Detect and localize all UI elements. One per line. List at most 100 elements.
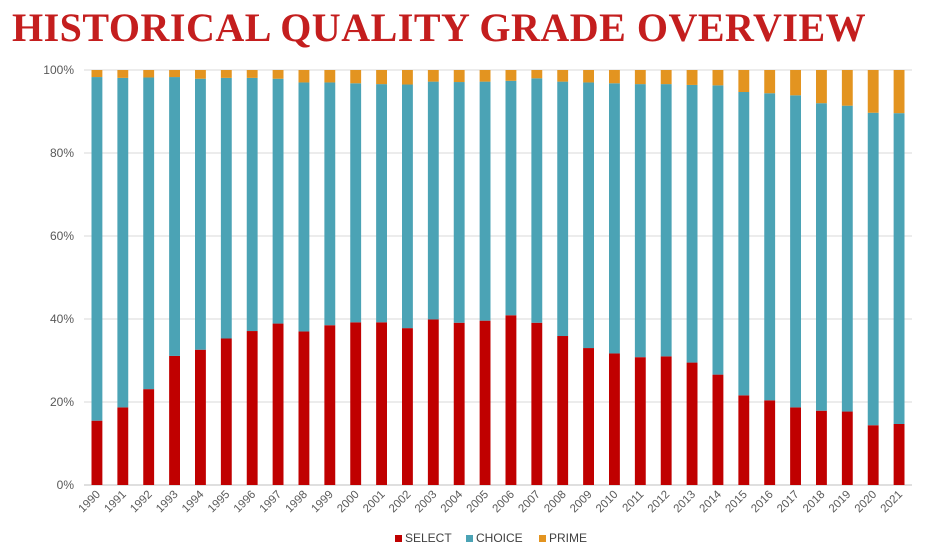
- x-tick-label: 2015: [723, 489, 750, 516]
- bar-select-1991: [117, 407, 129, 485]
- bar-prime-2014: [712, 70, 724, 86]
- bar-choice-2015: [738, 91, 750, 396]
- x-tick-label: 2013: [672, 489, 699, 516]
- bar-prime-1999: [324, 70, 336, 83]
- bar-prime-2021: [893, 70, 905, 114]
- y-axis: 0% 20% 40% 60% 80% 100%: [43, 63, 74, 492]
- bar-prime-1990: [91, 70, 103, 78]
- bar-choice-2005: [479, 81, 491, 321]
- bar-prime-2011: [634, 70, 646, 85]
- y-tick-label: 20%: [50, 395, 74, 409]
- bar-choice-2000: [350, 83, 362, 323]
- bar-choice-2013: [686, 84, 698, 363]
- bar-select-2013: [686, 362, 698, 485]
- legend-swatch-select: [395, 535, 402, 542]
- bar-choice-1993: [169, 77, 180, 356]
- bar-prime-1991: [117, 70, 129, 78]
- bar-choice-1995: [220, 77, 232, 339]
- bar-select-2016: [764, 400, 776, 485]
- bar-choice-1990: [91, 77, 103, 421]
- bar-select-2005: [479, 320, 491, 485]
- x-tick-label: 2004: [439, 488, 466, 515]
- x-tick-label: 2006: [490, 489, 517, 516]
- bar-choice-1994: [195, 78, 206, 350]
- bar-select-1997: [272, 323, 284, 485]
- bar-select-2002: [402, 328, 413, 485]
- bar-prime-2007: [531, 70, 543, 79]
- bar-choice-2011: [634, 84, 646, 358]
- bar-prime-1998: [298, 70, 310, 83]
- bar-prime-2003: [427, 70, 439, 82]
- bar-select-1993: [169, 355, 180, 485]
- bar-choice-1992: [143, 77, 155, 390]
- bar-select-1998: [298, 331, 310, 485]
- bar-prime-2010: [609, 70, 620, 84]
- bar-select-2015: [738, 395, 750, 485]
- bar-select-2009: [583, 348, 594, 485]
- y-tick-label: 80%: [50, 146, 74, 160]
- x-tick-label: 2011: [620, 489, 646, 515]
- bar-prime-2005: [479, 70, 491, 82]
- bar-prime-1995: [220, 70, 232, 78]
- bar-select-2020: [867, 425, 879, 485]
- bar-choice-2021: [893, 113, 905, 424]
- bar-select-2019: [841, 411, 853, 485]
- y-tick-label: 60%: [50, 229, 74, 243]
- bar-select-2021: [893, 423, 905, 485]
- bar-prime-2000: [350, 70, 362, 84]
- bar-prime-1997: [272, 70, 284, 79]
- y-tick-label: 0%: [57, 478, 75, 492]
- bar-prime-2002: [402, 70, 413, 85]
- bar-choice-1991: [117, 77, 129, 408]
- x-tick-label: 2009: [568, 489, 595, 516]
- legend: SELECT CHOICE PRIME: [395, 531, 587, 545]
- bar-prime-2001: [376, 70, 387, 85]
- x-tick-label: 1993: [154, 489, 181, 516]
- bar-select-2000: [350, 322, 362, 485]
- bar-choice-2008: [557, 81, 569, 337]
- x-tick-label: 1991: [102, 489, 129, 516]
- bar-prime-2016: [764, 70, 776, 94]
- x-tick-label: 2000: [335, 489, 362, 516]
- bar-choice-2006: [505, 80, 517, 316]
- bar-choice-2016: [764, 93, 776, 401]
- bar-choice-1997: [272, 78, 284, 324]
- bar-choice-2010: [609, 83, 620, 354]
- x-tick-label: 2010: [594, 489, 621, 516]
- x-tick-label: 1997: [258, 489, 285, 516]
- y-tick-label: 40%: [50, 312, 74, 326]
- x-tick-label: 2014: [697, 488, 724, 515]
- x-tick-label: 2005: [465, 489, 492, 516]
- bar-select-1995: [220, 338, 232, 485]
- bar-select-2006: [505, 315, 517, 485]
- bar-select-2001: [376, 322, 387, 485]
- x-tick-label: 2008: [542, 489, 569, 516]
- bar-choice-2007: [531, 78, 543, 323]
- bars: [91, 70, 905, 485]
- bar-prime-2018: [816, 70, 827, 104]
- bar-select-1990: [91, 420, 103, 485]
- x-tick-label: 2003: [413, 489, 440, 516]
- legend-swatch-choice: [466, 535, 473, 542]
- x-tick-label: 2021: [879, 489, 906, 516]
- bar-select-2003: [427, 319, 439, 485]
- bar-prime-1992: [143, 70, 155, 78]
- legend-label-select: SELECT: [405, 531, 452, 545]
- bar-choice-1996: [246, 77, 258, 332]
- bar-select-2004: [453, 322, 465, 485]
- bar-prime-2009: [583, 70, 594, 83]
- x-tick-label: 1998: [283, 489, 310, 516]
- bar-select-2010: [609, 353, 620, 485]
- bar-choice-2012: [660, 84, 672, 357]
- bar-select-2007: [531, 322, 543, 485]
- x-axis: 1990 1991 1992 1993 1994 1995 1996 1997 1998 1999…: [76, 488, 905, 515]
- bar-prime-2008: [557, 70, 569, 82]
- x-tick-label: 1992: [128, 489, 155, 516]
- bar-prime-1993: [169, 70, 180, 78]
- bar-choice-2004: [453, 82, 465, 323]
- bar-prime-2015: [738, 70, 750, 92]
- bar-select-2017: [790, 407, 801, 485]
- bar-select-2012: [660, 356, 672, 485]
- bar-choice-2001: [376, 84, 387, 323]
